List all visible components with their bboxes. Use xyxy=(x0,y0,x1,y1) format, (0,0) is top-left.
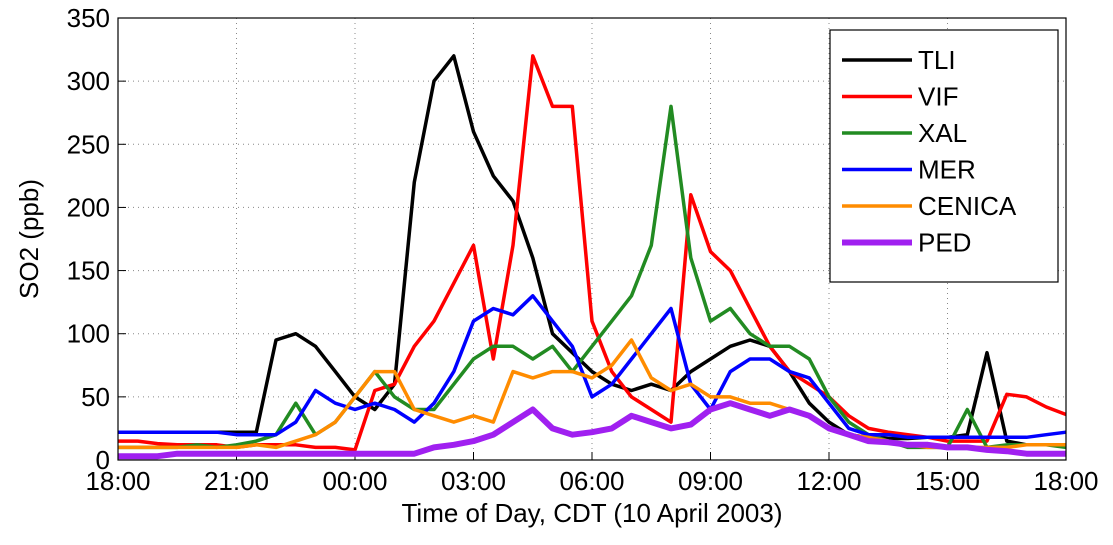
x-tick-label: 06:00 xyxy=(559,466,624,496)
series-line xyxy=(118,54,1067,452)
y-tick-label: 150 xyxy=(67,256,110,286)
y-tick-label: 350 xyxy=(67,3,110,33)
legend-label: MER xyxy=(918,155,976,185)
series-line xyxy=(118,400,1066,460)
x-tick-label: 03:00 xyxy=(441,466,506,496)
x-tick-label: 18:00 xyxy=(1033,466,1098,496)
y-tick-label: 300 xyxy=(67,66,110,96)
plot-frame xyxy=(117,17,1067,461)
y-tick-label: 0 xyxy=(96,445,110,475)
x-tick-label: 00:00 xyxy=(322,466,387,496)
legend-label: PED xyxy=(918,228,971,258)
legend-label: VIF xyxy=(918,82,958,112)
y-tick-label: 50 xyxy=(81,382,110,412)
x-tick-label: 15:00 xyxy=(915,466,980,496)
legend-label: CENICA xyxy=(918,191,1017,221)
x-tick-label: 18:00 xyxy=(85,466,150,496)
y-tick-label: 250 xyxy=(67,129,110,159)
x-tick-label: 09:00 xyxy=(678,466,743,496)
y-tick-label: 100 xyxy=(67,319,110,349)
x-tick-label: 12:00 xyxy=(796,466,861,496)
series-line xyxy=(118,294,1067,440)
x-tick-label: 21:00 xyxy=(204,466,269,496)
legend-label: XAL xyxy=(918,118,967,148)
y-axis-label: SO2 (ppb) xyxy=(14,179,44,299)
legend-label: TLI xyxy=(918,45,956,75)
x-axis-label: Time of Day, CDT (10 April 2003) xyxy=(402,498,783,528)
y-tick-label: 200 xyxy=(67,192,110,222)
